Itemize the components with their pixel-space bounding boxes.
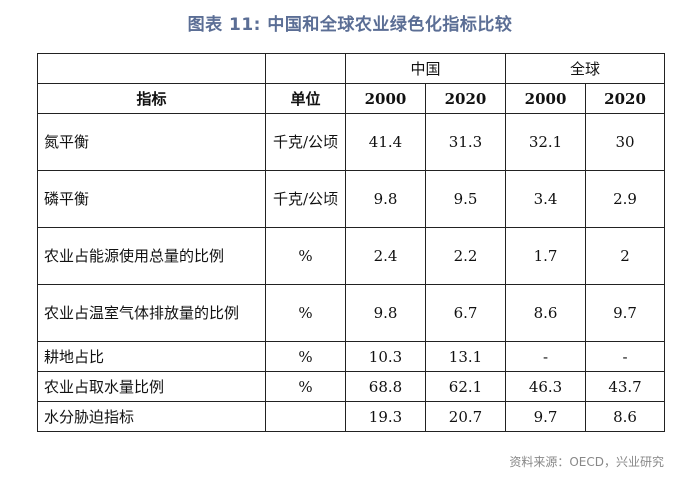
value-cell: 8.6 [505, 284, 587, 342]
value-cell: 9.7 [505, 401, 587, 432]
value-cell: 10.3 [345, 341, 426, 372]
value-cell: 30 [585, 113, 666, 171]
header-year: 2000 [345, 83, 426, 114]
table-row: 水分胁迫指标 19.3 20.7 9.7 8.6 [37, 401, 666, 432]
table-row: 氮平衡 千克/公顷 41.4 31.3 32.1 30 [37, 113, 666, 171]
indicator-cell: 农业占温室气体排放量的比例 [37, 284, 266, 342]
value-cell: - [585, 341, 666, 372]
indicator-cell: 耕地占比 [37, 341, 266, 372]
unit-cell: 千克/公顷 [265, 113, 346, 171]
table-row: 磷平衡 千克/公顷 9.8 9.5 3.4 2.9 [37, 170, 666, 228]
figure-title: 图表 11: 中国和全球农业绿色化指标比较 [187, 15, 513, 35]
table-row: 农业占取水量比例 % 68.8 62.1 46.3 43.7 [37, 371, 666, 402]
value-cell: - [505, 341, 587, 372]
empty-header-cell [37, 53, 266, 84]
value-cell: 2 [585, 227, 666, 285]
group-header-row: 中国 全球 [37, 53, 666, 84]
value-cell: 41.4 [345, 113, 426, 171]
value-cell: 9.8 [345, 284, 426, 342]
header-year: 2000 [505, 83, 587, 114]
value-cell: 62.1 [424, 371, 507, 402]
source-note: 资料来源：OECD，兴业研究 [509, 455, 664, 469]
value-cell: 3.4 [505, 170, 587, 228]
indicator-cell: 磷平衡 [37, 170, 266, 228]
value-cell: 13.1 [424, 341, 507, 372]
unit-cell: % [265, 341, 346, 372]
header-indicator: 指标 [37, 83, 266, 114]
unit-cell: % [265, 227, 346, 285]
indicator-cell: 农业占能源使用总量的比例 [37, 227, 266, 285]
value-cell: 1.7 [505, 227, 587, 285]
comparison-table: 中国 全球 指标 单位 2000 2020 2000 2020 氮平衡 千克/公… [37, 53, 666, 432]
unit-cell: % [265, 371, 346, 402]
value-cell: 31.3 [424, 113, 507, 171]
value-cell: 68.8 [345, 371, 426, 402]
unit-cell: % [265, 284, 346, 342]
value-cell: 43.7 [585, 371, 666, 402]
table-row: 农业占温室气体排放量的比例 % 9.8 6.7 8.6 9.7 [37, 284, 666, 342]
value-cell: 2.2 [424, 227, 507, 285]
header-year: 2020 [424, 83, 507, 114]
value-cell: 2.4 [345, 227, 426, 285]
value-cell: 9.8 [345, 170, 426, 228]
value-cell: 6.7 [424, 284, 507, 342]
group-china: 中国 [344, 53, 507, 84]
header-year: 2020 [585, 83, 666, 114]
table-row: 耕地占比 % 10.3 13.1 - - [37, 341, 666, 372]
value-cell: 20.7 [424, 401, 507, 432]
value-cell: 8.6 [585, 401, 666, 432]
header-unit: 单位 [265, 83, 346, 114]
value-cell: 9.5 [424, 170, 507, 228]
indicator-cell: 氮平衡 [37, 113, 266, 171]
empty-header-cell [265, 53, 346, 84]
unit-cell: 千克/公顷 [265, 170, 346, 228]
value-cell: 46.3 [505, 371, 587, 402]
indicator-cell: 农业占取水量比例 [37, 371, 266, 402]
column-header-row: 指标 单位 2000 2020 2000 2020 [37, 83, 666, 114]
value-cell: 32.1 [505, 113, 587, 171]
indicator-cell: 水分胁迫指标 [37, 401, 266, 432]
value-cell: 2.9 [585, 170, 666, 228]
value-cell: 19.3 [345, 401, 426, 432]
table-row: 农业占能源使用总量的比例 % 2.4 2.2 1.7 2 [37, 227, 666, 285]
value-cell: 9.7 [585, 284, 666, 342]
group-global: 全球 [505, 53, 666, 84]
unit-cell [265, 401, 346, 432]
